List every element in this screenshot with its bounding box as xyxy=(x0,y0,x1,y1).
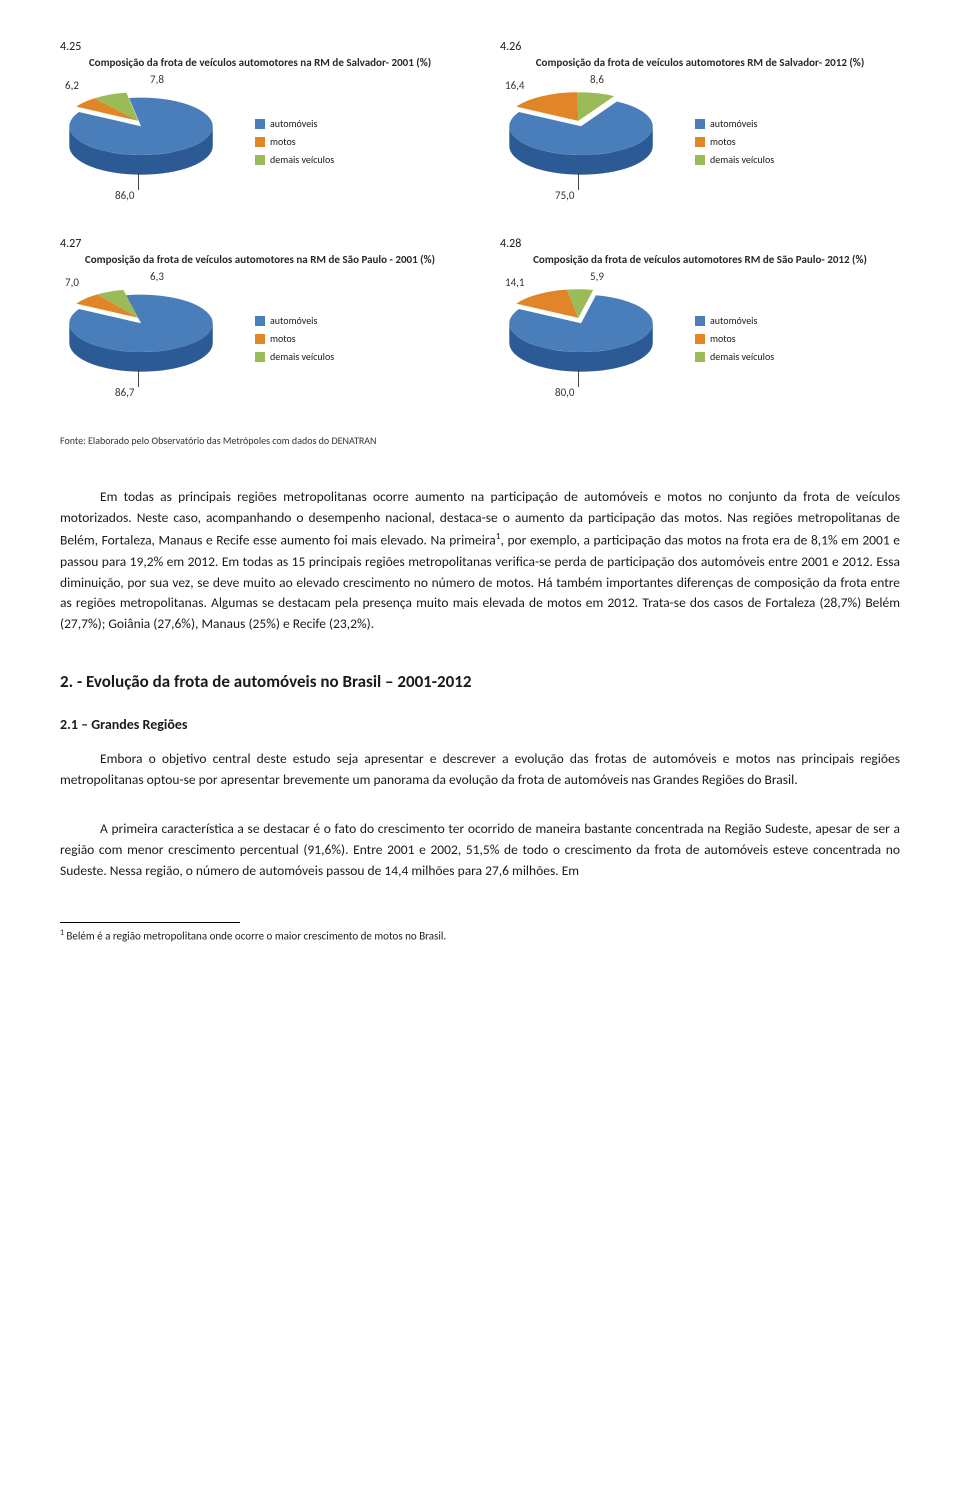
legend-label: automóveis xyxy=(710,312,757,330)
legend-item: automóveis xyxy=(695,312,774,330)
charts-row-2: 4.27 Composição da frota de veículos aut… xyxy=(60,237,900,404)
pie-callout: 75,0 xyxy=(555,189,574,202)
legend-item: motos xyxy=(695,133,774,151)
legend-swatch xyxy=(695,334,705,344)
pie-callout: 86,0 xyxy=(115,189,134,202)
legend-label: automóveis xyxy=(270,312,317,330)
leader-line xyxy=(138,172,139,190)
legend-swatch xyxy=(695,352,705,362)
legend-item: automóveis xyxy=(255,115,334,133)
legend-item: automóveis xyxy=(255,312,334,330)
legend: automóveis motos demais veículos xyxy=(255,312,334,366)
legend-label: demais veículos xyxy=(710,348,774,366)
legend-label: automóveis xyxy=(710,115,757,133)
pie-callout: 8,6 xyxy=(590,73,604,86)
legend-swatch xyxy=(255,137,265,147)
legend-item: demais veículos xyxy=(695,348,774,366)
pie-callout: 7,8 xyxy=(150,73,164,86)
pie-chart: 7,06,386,7 xyxy=(60,274,240,404)
pie-callout: 6,2 xyxy=(65,79,79,92)
legend-item: demais veículos xyxy=(255,348,334,366)
paragraph-2: Embora o objetivo central deste estudo s… xyxy=(60,749,900,791)
legend-swatch xyxy=(695,155,705,165)
chart-title: Composição da frota de veículos automoto… xyxy=(60,253,460,266)
subsection-heading-21: 2.1 – Grandes Regiões xyxy=(60,716,900,733)
legend-label: demais veículos xyxy=(270,151,334,169)
pie-callout: 14,1 xyxy=(505,276,524,289)
legend-swatch xyxy=(695,137,705,147)
pie-chart: 16,48,675,0 xyxy=(500,77,680,207)
legend-label: motos xyxy=(270,330,296,348)
legend-item: motos xyxy=(255,330,334,348)
leader-line xyxy=(578,172,579,190)
footnote-text: Belém é a região metropolitana onde ocor… xyxy=(64,930,446,943)
legend-swatch xyxy=(255,334,265,344)
paragraph-1: Em todas as principais regiões metropoli… xyxy=(60,487,900,635)
charts-row-1: 4.25 Composição da frota de veículos aut… xyxy=(60,40,900,207)
legend-item: demais veículos xyxy=(255,151,334,169)
leader-line xyxy=(138,369,139,387)
legend: automóveis motos demais veículos xyxy=(695,312,774,366)
chart-title: Composição da frota de veículos automoto… xyxy=(60,56,460,69)
legend-item: motos xyxy=(255,133,334,151)
legend-label: demais veículos xyxy=(270,348,334,366)
legend-swatch xyxy=(255,155,265,165)
pie-callout: 86,7 xyxy=(115,386,134,399)
paragraph-3: A primeira característica a se destacar … xyxy=(60,819,900,882)
legend-label: automóveis xyxy=(270,115,317,133)
pie-callout: 80,0 xyxy=(555,386,574,399)
fig-number: 4.25 xyxy=(60,40,460,54)
legend-item: demais veículos xyxy=(695,151,774,169)
pie-callout: 16,4 xyxy=(505,79,524,92)
fig-number: 4.26 xyxy=(500,40,900,54)
section-heading-2: 2. - Evolução da frota de automóveis no … xyxy=(60,671,900,692)
legend-swatch xyxy=(695,119,705,129)
legend-item: motos xyxy=(695,330,774,348)
legend-item: automóveis xyxy=(695,115,774,133)
pie-chart: 6,27,886,0 xyxy=(60,77,240,207)
pie-callout: 6,3 xyxy=(150,270,164,283)
chart-title: Composição da frota de veículos automoto… xyxy=(500,253,900,266)
source-line: Fonte: Elaborado pelo Observatório das M… xyxy=(60,434,900,447)
fig-number: 4.27 xyxy=(60,237,460,251)
fig-number: 4.28 xyxy=(500,237,900,251)
chart-425: 4.25 Composição da frota de veículos aut… xyxy=(60,40,460,207)
leader-line xyxy=(578,369,579,387)
legend-label: motos xyxy=(710,330,736,348)
legend-label: motos xyxy=(270,133,296,151)
legend-label: motos xyxy=(710,133,736,151)
legend-swatch xyxy=(255,352,265,362)
legend-swatch xyxy=(255,119,265,129)
pie-chart: 14,15,980,0 xyxy=(500,274,680,404)
pie-callout: 5,9 xyxy=(590,270,604,283)
pie-callout: 7,0 xyxy=(65,276,79,289)
legend: automóveis motos demais veículos xyxy=(695,115,774,169)
legend-swatch xyxy=(255,316,265,326)
legend-swatch xyxy=(695,316,705,326)
chart-426: 4.26 Composição da frota de veículos aut… xyxy=(500,40,900,207)
legend: automóveis motos demais veículos xyxy=(255,115,334,169)
chart-427: 4.27 Composição da frota de veículos aut… xyxy=(60,237,460,404)
legend-label: demais veículos xyxy=(710,151,774,169)
footnote-1: 1 Belém é a região metropolitana onde oc… xyxy=(60,929,900,943)
chart-428: 4.28 Composição da frota de veículos aut… xyxy=(500,237,900,404)
chart-title: Composição da frota de veículos automoto… xyxy=(500,56,900,69)
footnote-separator xyxy=(60,922,240,923)
